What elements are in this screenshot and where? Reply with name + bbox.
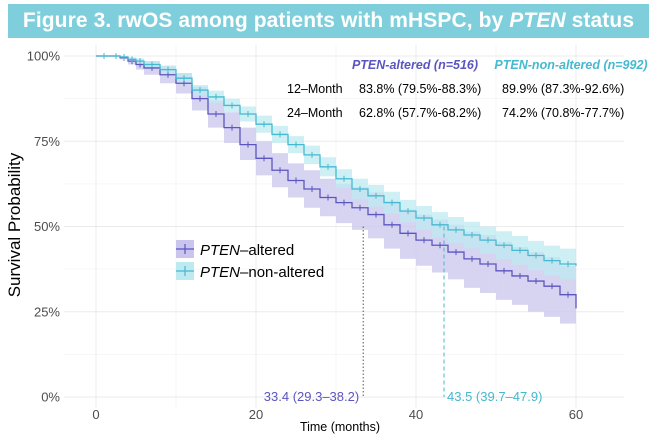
legend-label-non-altered: PTEN–non-altered — [200, 264, 324, 281]
title-gene: PTEN — [509, 9, 566, 32]
x-tick-label: 60 — [569, 407, 583, 422]
table-header-altered: PTEN-altered (n=516) — [352, 58, 478, 72]
y-tick-label: 0% — [41, 390, 60, 405]
y-tick-label: 50% — [34, 219, 60, 234]
median-label-non-altered: 43.5 (39.7–47.9) — [447, 389, 542, 404]
x-axis-ticks: 0 20 40 60 — [92, 407, 583, 422]
x-tick-label: 20 — [249, 407, 263, 422]
cell-12-non-altered: 89.9% (87.3%-92.6%) — [502, 82, 624, 96]
figure-title-banner: Figure 3. rwOS among patients with mHSPC… — [8, 4, 649, 38]
median-lines — [362, 226, 445, 397]
table-header-non-altered: PTEN-non-altered (n=992) — [494, 58, 647, 72]
cell-12-altered: 83.8% (79.5%-88.3%) — [359, 82, 481, 96]
y-tick-label: 75% — [34, 134, 60, 149]
cell-24-non-altered: 74.2% (70.8%-77.7%) — [502, 106, 624, 120]
legend-label-altered: PTEN–altered — [200, 242, 294, 259]
row-label-12: 12–Month — [287, 82, 343, 96]
x-axis-label: Time (months) — [300, 420, 380, 434]
survival-curves — [96, 53, 577, 309]
ci-band-altered — [96, 56, 576, 329]
y-axis-label: Survival Probability — [5, 152, 24, 297]
title-text: Figure 3. rwOS among patients with mHSPC… — [22, 9, 510, 32]
y-tick-label: 25% — [34, 304, 60, 319]
y-axis-ticks: 0% 25% 50% 75% 100% — [27, 49, 61, 405]
median-label-altered: 33.4 (29.3–38.2) — [264, 389, 359, 404]
y-tick-label: 100% — [27, 49, 61, 64]
x-tick-label: 0 — [92, 407, 99, 422]
row-label-24: 24–Month — [287, 106, 343, 120]
cell-24-altered: 62.8% (57.7%-68.2%) — [359, 106, 481, 120]
title-suffix: status — [565, 9, 635, 32]
x-tick-label: 40 — [409, 407, 423, 422]
risk-table: PTEN-altered (n=516) PTEN-non-altered (n… — [287, 58, 648, 120]
legend: PTEN–altered PTEN–non-altered — [176, 240, 324, 281]
